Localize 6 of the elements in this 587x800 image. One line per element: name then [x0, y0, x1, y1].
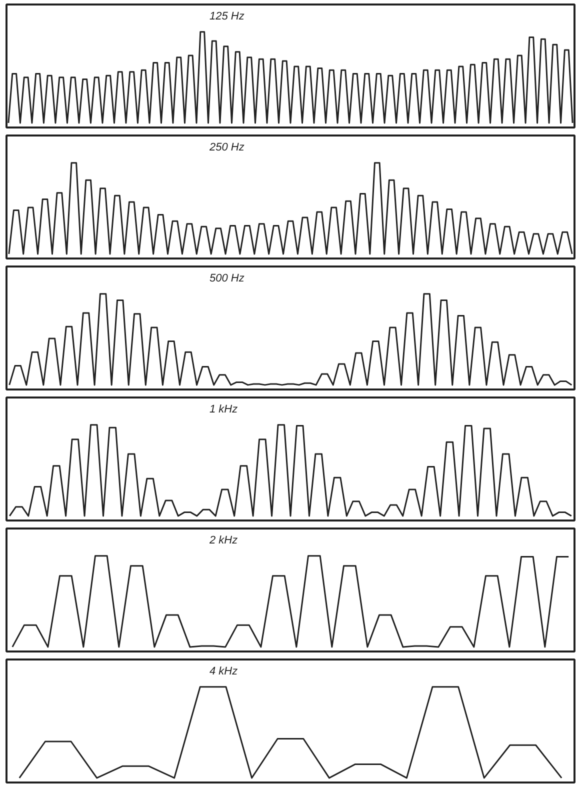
chart-title: 2 kHz	[208, 534, 238, 546]
chart-title: 500 Hz	[210, 272, 245, 284]
chart-title: 125 Hz	[210, 10, 245, 22]
chart-title: 1 kHz	[210, 404, 238, 416]
chart-title: 250 Hz	[208, 142, 245, 154]
chart-title: 4 kHz	[210, 666, 238, 678]
